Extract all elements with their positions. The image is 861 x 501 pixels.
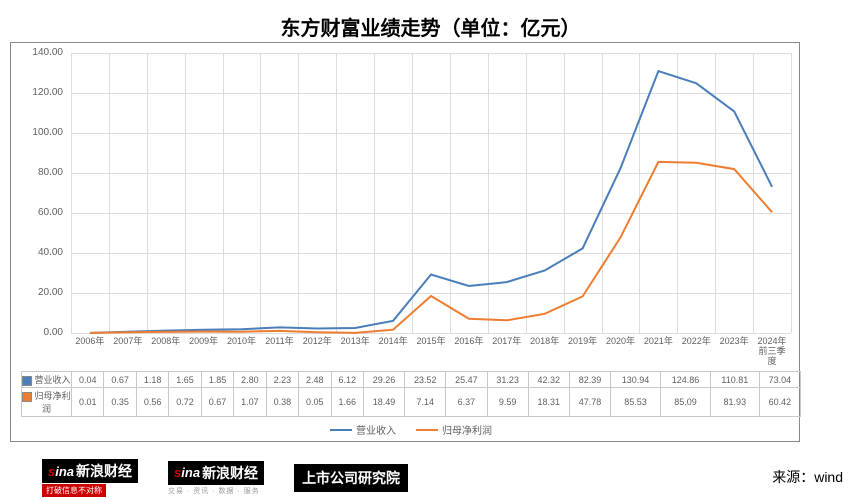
- table-cell: 6.37: [446, 388, 487, 417]
- footer: sina 新浪财经 打破信息不对称 sina 新浪财经 交易 · 资讯 · 数据…: [0, 453, 861, 501]
- x-axis-label: 2010年: [223, 337, 261, 347]
- x-axis-label: 2006年: [71, 337, 109, 347]
- x-axis-label: 2013年: [336, 337, 374, 347]
- y-axis-label: 80.00: [23, 167, 63, 178]
- table-cell: 31.23: [487, 372, 528, 388]
- x-axis-label: 2015年: [412, 337, 450, 347]
- x-axis-label: 2023年: [715, 337, 753, 347]
- table-cell: 130.94: [611, 372, 661, 388]
- x-axis-label: 2016年: [450, 337, 488, 347]
- y-axis-label: 100.00: [23, 127, 63, 138]
- table-cell: 0.05: [299, 388, 331, 417]
- table-cell: 1.85: [201, 372, 233, 388]
- table-cell: 85.53: [611, 388, 661, 417]
- x-axis-label: 2014年: [374, 337, 412, 347]
- table-cell: 82.39: [569, 372, 610, 388]
- logo-row: sina 新浪财经 打破信息不对称 sina 新浪财经 交易 · 资讯 · 数据…: [42, 461, 408, 495]
- table-cell: 9.59: [487, 388, 528, 417]
- x-axis-label: 2009年: [185, 337, 223, 347]
- table-cell: 60.42: [759, 388, 800, 417]
- table-row-label: 归母净利润: [22, 388, 72, 417]
- x-axis-label: 2018年: [526, 337, 564, 347]
- institute-logo: 上市公司研究院: [294, 464, 408, 492]
- legend-item: 营业收入: [330, 422, 396, 437]
- x-axis-label: 2024年 前三季 度: [753, 337, 791, 367]
- table-cell: 42.32: [528, 372, 569, 388]
- table-cell: 0.38: [266, 388, 298, 417]
- y-axis-label: 0.00: [23, 327, 63, 338]
- table-cell: 81.93: [710, 388, 759, 417]
- table-cell: 1.18: [136, 372, 168, 388]
- x-axis-label: 2012年: [298, 337, 336, 347]
- source-label: 来源：wind: [772, 467, 843, 487]
- y-axis-label: 60.00: [23, 207, 63, 218]
- table-cell: 2.23: [266, 372, 298, 388]
- table-cell: 1.65: [169, 372, 201, 388]
- table-cell: 85.09: [661, 388, 711, 417]
- x-axis-label: 2019年: [564, 337, 602, 347]
- table-cell: 29.26: [363, 372, 404, 388]
- x-axis-label: 2008年: [147, 337, 185, 347]
- table-cell: 2.80: [234, 372, 266, 388]
- legend-item: 归母净利润: [416, 422, 492, 437]
- y-axis-label: 20.00: [23, 287, 63, 298]
- table-cell: 110.81: [710, 372, 759, 388]
- table-cell: 0.67: [201, 388, 233, 417]
- x-axis-label: 2017年: [488, 337, 526, 347]
- y-axis-label: 40.00: [23, 247, 63, 258]
- sina-logo-2: sina 新浪财经 交易 · 资讯 · 数据 · 服务: [168, 461, 264, 496]
- table-cell: 18.49: [363, 388, 404, 417]
- y-axis-label: 120.00: [23, 87, 63, 98]
- y-axis-label: 140.00: [23, 47, 63, 58]
- table-cell: 1.66: [331, 388, 363, 417]
- series-line: [90, 71, 772, 333]
- table-row-label: 营业收入: [22, 372, 72, 388]
- table-cell: 0.56: [136, 388, 168, 417]
- table-cell: 25.47: [446, 372, 487, 388]
- x-axis-label: 2011年: [260, 337, 298, 347]
- chart-container: 0.00 20.00 40.00 60.00 80.00 100.00 120.00 140.…: [10, 42, 800, 442]
- chart-legend: 营业收入 归母净利润: [21, 422, 801, 437]
- sina-logo-1: sina 新浪财经 打破信息不对称: [42, 459, 138, 497]
- x-axis-label: 2022年: [677, 337, 715, 347]
- series-line: [90, 162, 772, 333]
- table-cell: 0.72: [169, 388, 201, 417]
- table-cell: 0.35: [104, 388, 136, 417]
- table-cell: 0.01: [72, 388, 104, 417]
- line-chart-svg: [71, 53, 791, 333]
- table-cell: 1.07: [234, 388, 266, 417]
- table-cell: 124.86: [661, 372, 711, 388]
- x-axis-label: 2020年: [602, 337, 640, 347]
- table-cell: 0.04: [72, 372, 104, 388]
- x-axis-label: 2021年: [639, 337, 677, 347]
- x-axis-label: 2007年: [109, 337, 147, 347]
- table-cell: 0.67: [104, 372, 136, 388]
- chart-title: 东方财富业绩走势（单位：亿元）: [0, 0, 861, 47]
- data-table: 营业收入0.040.671.181.651.852.802.232.486.12…: [21, 371, 801, 417]
- table-cell: 18.31: [528, 388, 569, 417]
- table-cell: 47.78: [569, 388, 610, 417]
- table-cell: 23.52: [405, 372, 446, 388]
- table-cell: 73.04: [759, 372, 800, 388]
- table-cell: 2.48: [299, 372, 331, 388]
- table-cell: 7.14: [405, 388, 446, 417]
- table-cell: 6.12: [331, 372, 363, 388]
